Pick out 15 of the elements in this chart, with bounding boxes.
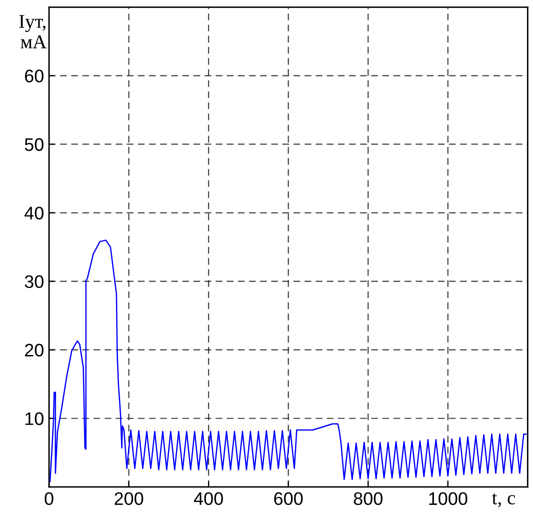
- y-axis-title: Iут, мА: [19, 15, 46, 48]
- x-tick-label: 600: [274, 492, 303, 506]
- x-tick-label: 0: [44, 492, 54, 506]
- y-tick-label: 20: [25, 344, 44, 357]
- y-tick-label: 60: [25, 70, 44, 82]
- x-tick-label: 1000: [429, 492, 468, 506]
- x-tick-label: 800: [354, 492, 382, 506]
- x-tick-label: 200: [114, 492, 144, 506]
- y-tick-label: 50: [24, 138, 44, 151]
- y-tick-label: 30: [24, 275, 44, 288]
- y-tick-label: 40: [24, 206, 44, 220]
- y-tick-label: 10: [25, 412, 44, 426]
- x-axis-title: t, c: [492, 493, 516, 508]
- x-tick-label: 400: [194, 492, 223, 506]
- line-series: [49, 240, 527, 482]
